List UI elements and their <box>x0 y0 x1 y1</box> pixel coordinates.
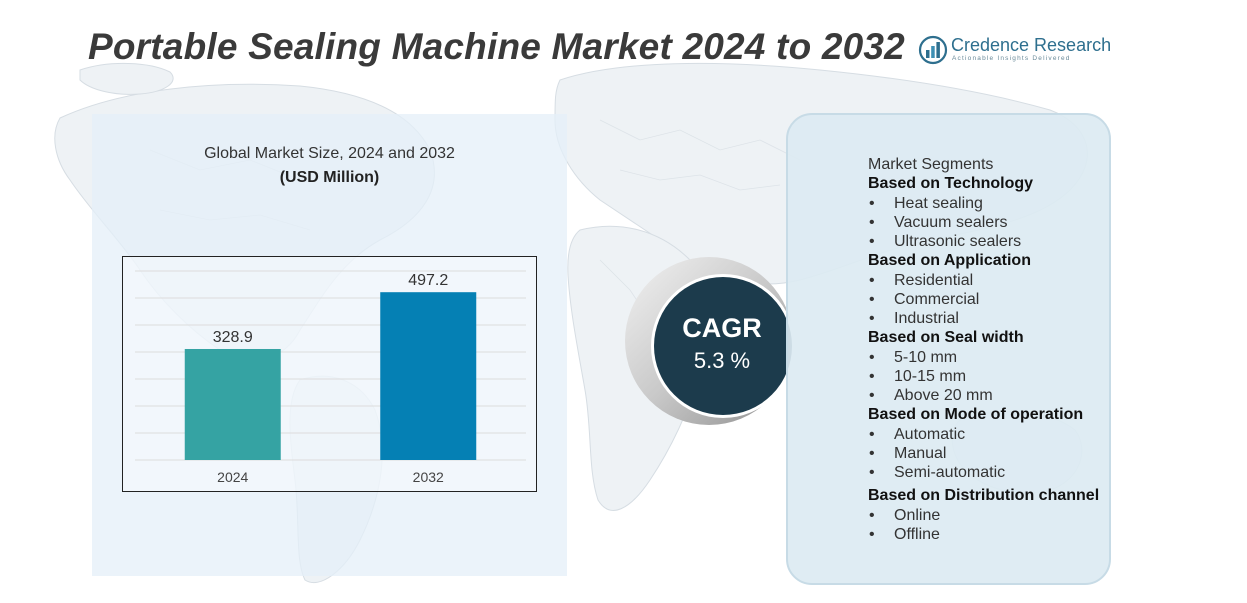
segment-item: 5-10 mm <box>868 348 1108 367</box>
segment-item: Vacuum sealers <box>868 213 1108 232</box>
segment-heading-application: Based on Application <box>868 252 1031 270</box>
cagr-badge <box>625 257 794 425</box>
segment-item: Offline <box>868 525 1108 544</box>
bar-chart-logo-icon <box>918 35 948 65</box>
segment-item: Residential <box>868 271 1108 290</box>
bar-2032 <box>380 292 477 460</box>
segment-item: Industrial <box>868 309 1108 328</box>
segment-item: 10-15 mm <box>868 367 1108 386</box>
data-label-2024: 328.9 <box>213 329 253 346</box>
segment-item: Automatic <box>868 425 1108 444</box>
page-title: Portable Sealing Machine Market 2024 to … <box>88 26 905 67</box>
segment-item: Ultrasonic sealers <box>868 232 1108 251</box>
cagr-value: 5.3 % <box>693 348 751 373</box>
chart-unit: (USD Million) <box>279 169 380 186</box>
brand-logo: Credence Research Actionable Insights De… <box>918 33 1118 67</box>
bar-chart: 328.9 2024 497.2 2032 <box>122 256 537 492</box>
brand-tagline: Actionable Insights Delivered <box>952 55 1071 62</box>
segment-heading-distribution-channel: Based on Distribution channel <box>868 487 1100 505</box>
x-tick-label-2024: 2024 <box>217 469 248 485</box>
cagr-label: CAGR <box>682 313 762 343</box>
segment-item: Manual <box>868 444 1108 463</box>
segment-item: Above 20 mm <box>868 386 1108 405</box>
segment-heading-technology: Based on Technology <box>868 175 1034 192</box>
segment-item: Commercial <box>868 290 1108 309</box>
segment-item: Online <box>868 506 1108 525</box>
bar-2024 <box>184 348 281 460</box>
market-segments: Market Segments Based on Technology Heat… <box>868 155 1108 545</box>
x-tick-label-2032: 2032 <box>413 469 444 485</box>
cagr-circle <box>654 277 792 415</box>
segments-title: Market Segments <box>868 156 994 173</box>
segment-item: Semi-automatic <box>868 463 1108 482</box>
data-label-2032: 497.2 <box>408 272 448 289</box>
brand-name: Credence Research <box>951 35 1112 55</box>
segment-heading-seal-width: Based on Seal width <box>868 329 1024 347</box>
chart-heading: Global Market Size, 2024 and 2032 <box>204 145 455 162</box>
segment-heading-mode-of-operation: Based on Mode of operation <box>868 406 1084 424</box>
market-size-panel <box>92 114 567 576</box>
segment-item: Heat sealing <box>868 194 1108 213</box>
bar-chart-svg: 328.9 2024 497.2 2032 <box>135 270 526 485</box>
